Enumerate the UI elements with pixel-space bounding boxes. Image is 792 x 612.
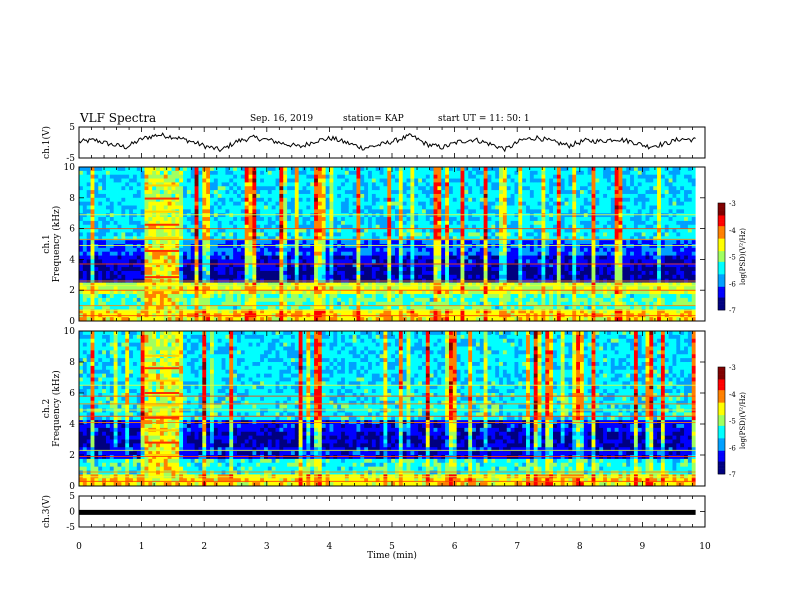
ch1-spectrogram-ylabel: ch.1 (42, 234, 52, 253)
ch2-spectrogram-colorbar-tick: -3 (729, 364, 736, 372)
ch2-spectrogram-ytick-label: 0 (69, 482, 75, 492)
x-tick-label: 7 (514, 542, 520, 552)
ch1-spectrogram-colorbar-tick: -3 (729, 200, 736, 208)
ch3-waveform-ylabel: ch.3(V) (41, 495, 52, 528)
ch1-spectrogram-colorbar-tick: -4 (729, 227, 736, 235)
ch2-spectrogram-colorbar-tick: -5 (729, 418, 736, 426)
x-tick-label: 3 (264, 542, 270, 552)
ch2-spectrogram-ytick-label: 6 (69, 389, 75, 399)
x-tick-label: 8 (577, 542, 583, 552)
x-tick-label: 4 (327, 542, 333, 552)
ch1-spectrogram-ytick-label: 0 (69, 317, 75, 327)
ch2-spectrogram-image (79, 331, 705, 487)
ch3-waveform-ytick-label: 5 (69, 492, 75, 502)
ch1-spectrogram-colorbar-label: log(PSD)(V²/Hz) (739, 228, 747, 285)
x-tick-label: 0 (76, 542, 82, 552)
ch1-spectrogram-ytick-label: 2 (69, 286, 75, 296)
ch3-waveform-ytick-label: 0 (69, 508, 75, 518)
ch2-spectrogram-ytick-label: 8 (69, 358, 75, 368)
ch1-spectrogram-colorbar-tick: -5 (729, 254, 736, 262)
ch1-spectrogram-ytick-label: 8 (69, 194, 75, 204)
station-label: station= KAP (343, 114, 404, 124)
ch2-spectrogram-colorbar: -3 -4 -5 -6 -7 log(PSD)(V²/Hz) (717, 364, 747, 479)
date-label: Sep. 16, 2019 (250, 114, 314, 124)
ch1-spectrogram-ytick-label: 6 (69, 225, 75, 235)
ch1-spectrogram-colorbar-tick: -7 (729, 307, 736, 315)
ch1-spectrogram-ytick-label: 4 (69, 255, 75, 265)
x-tick-label: 6 (452, 542, 458, 552)
ch2-spectrogram-colorbar-tick: -4 (729, 391, 736, 399)
ch2-spectrogram-ytick-label: 10 (64, 327, 76, 337)
x-tick-label: 5 (389, 542, 395, 552)
ch1-waveform-ytick-label: 5 (69, 123, 75, 133)
start-time-label: start UT = 11: 50: 1 (438, 114, 530, 124)
ch3-waveform-ytick-label: -5 (66, 523, 75, 533)
ch1-waveform-trace (78, 132, 696, 153)
ch2-spectrogram-colorbar-label: log(PSD)(V²/Hz) (739, 392, 747, 449)
ch1-spectrogram-colorbar: -3 -4 -5 -6 -7 log(PSD)(V²/Hz) (717, 200, 747, 315)
x-tick-label: 1 (139, 542, 145, 552)
x-tick-label: 10 (699, 542, 711, 552)
chart-title: VLF Spectra (80, 111, 157, 125)
ch2-spectrogram-ylabel: ch.2 (42, 399, 52, 418)
ch1-spectrogram-ylabel: Frequency (kHz) (51, 206, 62, 283)
ch1-spectrogram-colorbar-tick: -6 (729, 280, 736, 288)
ch2-spectrogram-colorbar-tick: -6 (729, 444, 736, 452)
ch1-spectrogram-image (79, 167, 705, 322)
ch1-spectrogram-ytick-label: 10 (64, 163, 76, 173)
x-tick-label: 2 (201, 542, 207, 552)
ch2-spectrogram-ytick-label: 2 (69, 451, 75, 461)
ch2-spectrogram-ytick-label: 4 (69, 420, 75, 430)
ch1-waveform-ytick-label: -5 (66, 154, 75, 164)
x-axis-label: Time (min) (367, 550, 417, 561)
ch2-spectrogram-ylabel: Frequency (kHz) (51, 370, 62, 447)
ch2-spectrogram-colorbar-tick: -7 (729, 471, 736, 479)
x-tick-label: 9 (640, 542, 646, 552)
ch1-waveform-ylabel: ch.1(V) (41, 126, 52, 159)
